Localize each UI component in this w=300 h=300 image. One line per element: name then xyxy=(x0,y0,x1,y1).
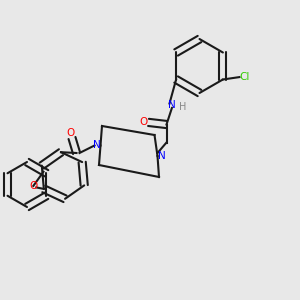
Text: O: O xyxy=(29,181,38,191)
Text: N: N xyxy=(93,140,101,151)
Text: H: H xyxy=(179,102,187,112)
Text: N: N xyxy=(158,151,166,161)
Text: O: O xyxy=(66,128,75,139)
Text: O: O xyxy=(140,117,148,128)
Text: Cl: Cl xyxy=(239,72,250,82)
Text: N: N xyxy=(168,100,176,110)
